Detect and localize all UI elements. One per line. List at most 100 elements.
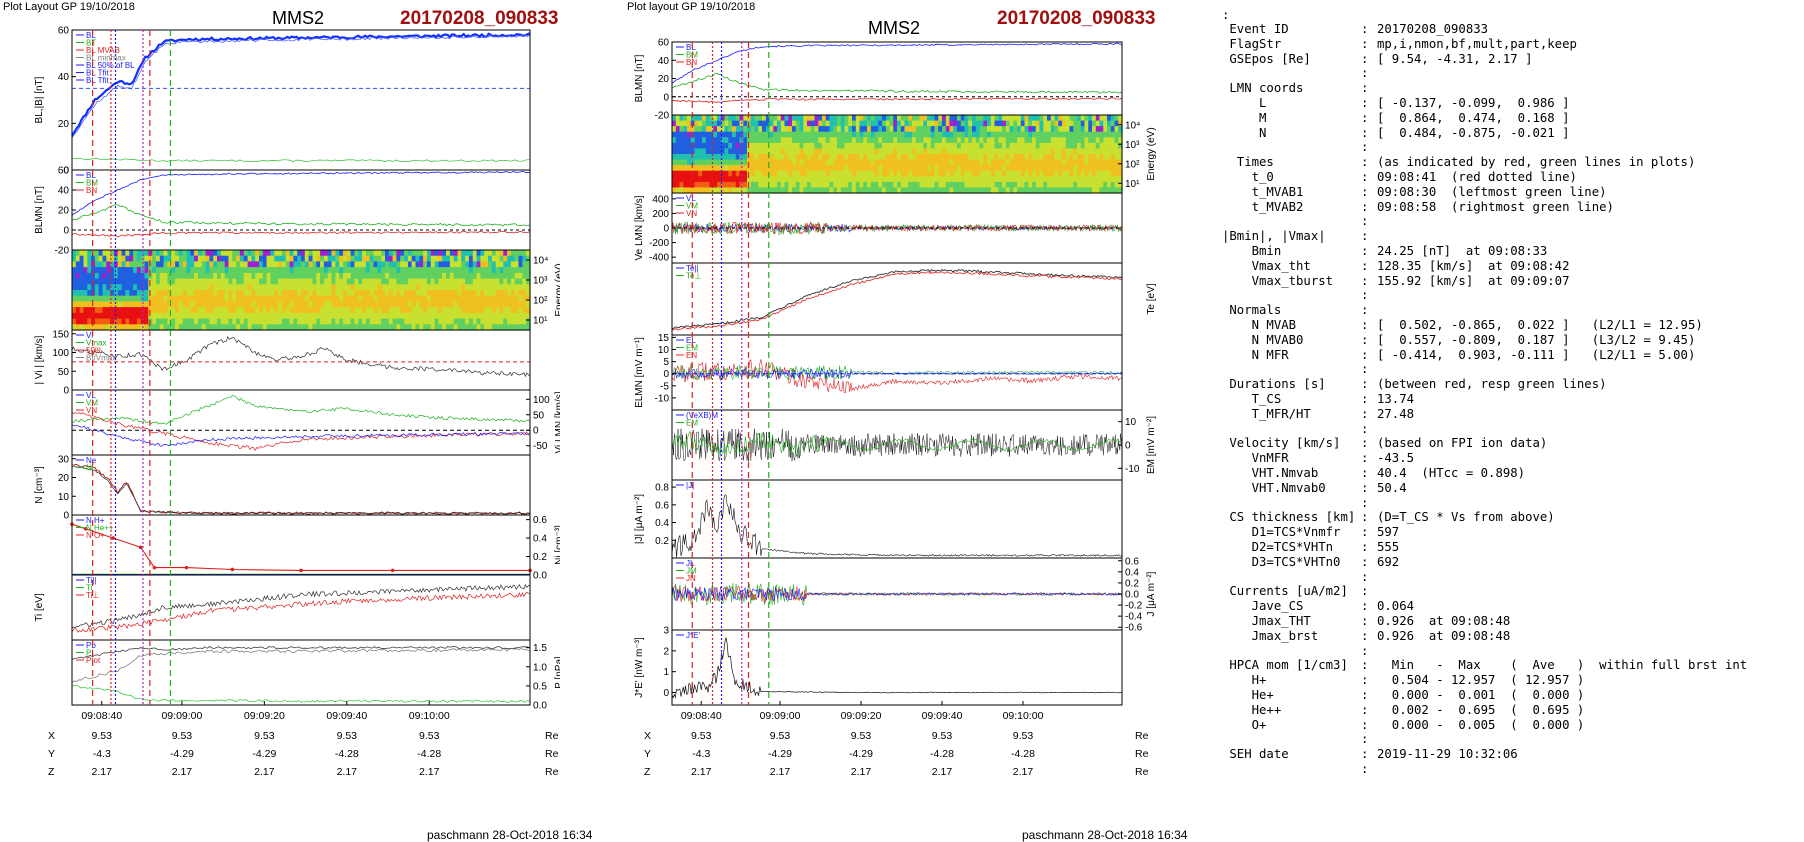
spectrogram-cell <box>1028 148 1033 155</box>
spectrogram-cell <box>957 181 962 189</box>
spectrogram-cell <box>983 170 988 177</box>
spectrogram-cell <box>79 301 84 308</box>
spectrogram-cell <box>178 301 184 308</box>
spectrogram-cell <box>301 290 306 297</box>
spectrogram-cell <box>385 295 390 302</box>
spectrogram-cell <box>1020 142 1026 150</box>
spectrogram-cell <box>743 170 748 177</box>
spectrogram-cell <box>201 250 207 257</box>
spectrogram-cell <box>83 278 88 285</box>
spectrogram-cell <box>278 250 283 257</box>
spectrogram-cell <box>255 272 260 280</box>
spectrogram-cell <box>243 261 249 268</box>
spectrogram-cell <box>419 255 424 262</box>
tick-label: 400 <box>652 194 669 205</box>
spectrogram-cell <box>320 318 325 325</box>
spectrogram-cell <box>255 278 260 285</box>
spectrogram-cell <box>1035 126 1041 133</box>
spectrogram-cell <box>518 278 523 285</box>
spectrogram-cell <box>908 154 913 161</box>
spectrogram-cell <box>182 312 188 320</box>
spectrogram-cell <box>251 278 256 285</box>
spectrogram-cell <box>125 312 130 320</box>
spectrogram-cell <box>998 142 1003 150</box>
spectrogram-cell <box>266 290 271 297</box>
spectrogram-cell <box>427 318 432 325</box>
spectrogram-cell <box>278 324 283 331</box>
info-value: 0.000 - 0.005 ( 0.000 ) <box>1377 717 1585 732</box>
spectrogram-cell <box>777 181 782 189</box>
spectrogram-cell <box>239 324 245 331</box>
spectrogram-cell <box>499 312 504 320</box>
spectrogram-cell <box>197 267 203 274</box>
spectrogram-cell <box>837 159 842 166</box>
spectrogram-cell <box>675 165 681 172</box>
spectrogram-cell <box>1043 181 1048 189</box>
info-value: [ 9.54, -4.31, 2.17 ] <box>1377 51 1533 66</box>
spectrogram-cell <box>247 324 252 331</box>
spectrogram-cell <box>159 255 165 262</box>
legend-label: N He++ <box>86 524 114 533</box>
spectrogram-cell <box>702 142 707 150</box>
spectrogram-cell <box>855 126 861 133</box>
spectrogram-cell <box>683 137 688 144</box>
spectrogram-cell <box>278 307 283 314</box>
spectrogram-cell <box>148 250 153 257</box>
spectrogram-cell <box>994 115 999 122</box>
spectrogram-cell <box>232 324 237 331</box>
spectrogram-cell <box>724 137 729 144</box>
spectrogram-cell <box>465 284 470 291</box>
pos-row-value: -4.29 <box>170 748 194 760</box>
spectrogram-cell <box>289 295 294 302</box>
spectrogram-cell <box>750 142 756 150</box>
legend-label: 50% <box>86 346 102 355</box>
spectrogram-cell <box>377 272 382 280</box>
spectrogram-cell <box>239 261 245 268</box>
spectrogram-cell <box>690 126 696 133</box>
spectrogram-cell <box>247 318 252 325</box>
spectrogram-cell <box>897 170 902 177</box>
spectrogram-cell <box>427 250 432 257</box>
spectrogram-cell <box>301 318 306 325</box>
spectrogram-cell <box>442 261 447 268</box>
spectrogram-cell <box>694 159 699 166</box>
spectrogram-cell <box>125 290 130 297</box>
spectrogram-cell <box>698 131 703 138</box>
spectrogram-cell <box>848 159 853 166</box>
spectrogram-cell <box>784 142 789 150</box>
spectrogram-cell <box>91 278 96 285</box>
info-key: FlagStr <box>1222 36 1282 51</box>
spectrogram-cell <box>293 261 298 268</box>
spectrogram-cell <box>526 295 531 302</box>
spectrogram-cell <box>893 154 898 161</box>
pos-row-value: -4.28 <box>335 748 359 760</box>
spectrogram-cell <box>316 301 321 308</box>
panel-frame <box>71 329 531 391</box>
spectrogram-cell <box>694 137 699 144</box>
spectrogram-cell <box>415 255 420 262</box>
spectrogram-cell <box>1110 159 1116 166</box>
spectrogram-cell <box>1088 142 1093 150</box>
plot2-header: Plot layout GP 19/10/2018 <box>627 1 756 13</box>
spectrogram-cell <box>362 272 367 280</box>
spectrogram-cell <box>1005 131 1011 138</box>
spectrogram-cell <box>178 272 184 280</box>
legend-label: J*E' <box>686 631 700 640</box>
spectrogram-cell <box>1035 165 1041 172</box>
spectrogram-cell <box>750 176 756 183</box>
spectrogram-cell <box>346 307 352 314</box>
spectrogram-cell <box>795 159 801 166</box>
spectrogram-cell <box>213 250 218 257</box>
spectrogram-cell <box>507 301 512 308</box>
spectrogram-cell <box>434 295 439 302</box>
spectrogram-cell <box>949 159 954 166</box>
spectrogram-cell <box>773 120 778 127</box>
spectrogram-cell <box>266 255 271 262</box>
spectrogram-cell <box>178 250 184 257</box>
spectrogram-cell <box>878 170 883 177</box>
spectrogram-cell <box>863 165 868 172</box>
info-key: Jave_CS <box>1222 599 1304 614</box>
spectrogram-cell <box>938 176 943 183</box>
spectrogram-cell <box>197 312 203 320</box>
spectrogram-cell <box>1062 120 1067 127</box>
